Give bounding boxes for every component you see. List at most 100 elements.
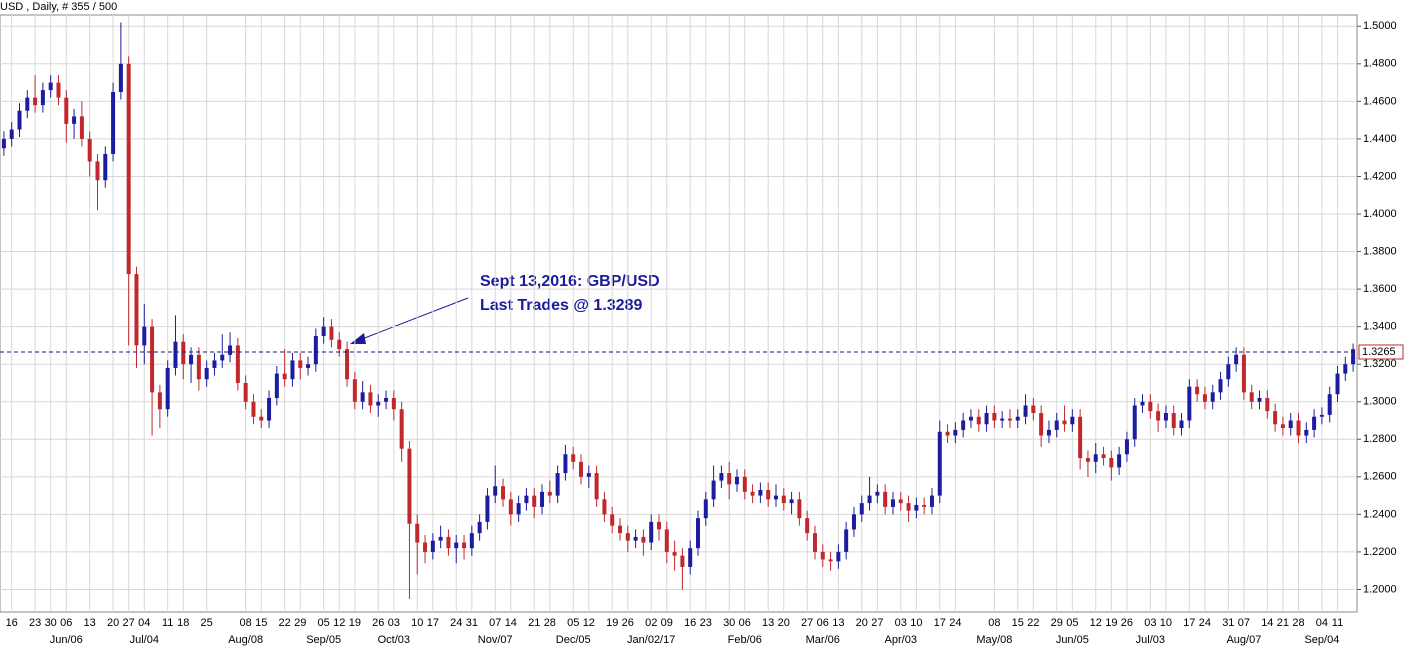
candle-body <box>719 473 724 481</box>
candle-body <box>961 420 966 430</box>
x-tick-label: 03 <box>1144 617 1156 629</box>
candle-body <box>1187 386 1192 421</box>
candle-body <box>914 504 919 511</box>
candle-body <box>1000 418 1005 421</box>
x-tick-label: 05 <box>318 617 330 629</box>
x-tick-label: 24 <box>1199 617 1211 629</box>
x-tick-label: 06 <box>739 617 751 629</box>
candle-body <box>446 536 451 549</box>
candle-body <box>1023 405 1028 417</box>
candle-body <box>734 476 739 485</box>
candle-body <box>235 345 240 383</box>
y-tick-label: 1.2600 <box>1363 471 1397 483</box>
candle-body <box>1202 394 1207 402</box>
x-tick-label: 20 <box>107 617 119 629</box>
x-tick-label: 10 <box>910 617 922 629</box>
candle-body <box>1 138 6 149</box>
candle-body <box>79 116 84 139</box>
candle-body <box>1335 373 1340 395</box>
x-tick-label: 13 <box>84 617 96 629</box>
y-tick-label: 1.4800 <box>1363 58 1397 70</box>
candle-body <box>657 521 662 530</box>
candle-body <box>516 503 521 515</box>
candle-body <box>173 341 178 368</box>
x-month-label: Dec/05 <box>556 634 591 646</box>
candle-body <box>87 138 92 162</box>
candle-body <box>376 401 381 406</box>
candle-body <box>1148 401 1153 412</box>
candle-body <box>695 518 700 549</box>
candle-body <box>1218 379 1223 393</box>
candle-body <box>329 326 334 340</box>
y-tick-label: 1.3400 <box>1363 321 1397 333</box>
candle-body <box>922 504 927 507</box>
candle-body <box>758 489 763 496</box>
x-tick-label: 22 <box>279 617 291 629</box>
x-tick-label: 05 <box>567 617 579 629</box>
candle-body <box>48 82 53 91</box>
x-tick-label: 15 <box>255 617 267 629</box>
candle-body <box>984 413 989 425</box>
candle-body <box>618 525 623 534</box>
candle-body <box>1195 386 1200 395</box>
candle-body <box>306 364 311 368</box>
candle-body <box>1343 364 1348 374</box>
candle-body <box>407 448 412 524</box>
candle-body <box>602 499 607 515</box>
candle-body <box>844 529 849 552</box>
candle-body <box>298 360 303 368</box>
candle-body <box>1288 420 1293 429</box>
candle-body <box>547 491 552 496</box>
candle-body <box>579 461 584 477</box>
x-tick-label: 06 <box>817 617 829 629</box>
x-tick-label: 04 <box>138 617 150 629</box>
candle-body <box>103 153 108 181</box>
x-tick-label: 08 <box>240 617 252 629</box>
candle-body <box>540 491 545 507</box>
candle-body <box>40 90 45 106</box>
candle-body <box>906 503 911 511</box>
y-tick-label: 1.2800 <box>1363 433 1397 445</box>
x-tick-label: 11 <box>162 617 173 629</box>
candle-body <box>1109 458 1114 468</box>
x-tick-label: 03 <box>895 617 907 629</box>
candle-body <box>820 551 825 560</box>
x-tick-label: 10 <box>411 617 423 629</box>
candle-body <box>1249 392 1254 402</box>
candle-body <box>165 367 170 410</box>
candle-body <box>633 536 638 541</box>
candle-body <box>610 514 615 526</box>
candle-body <box>1241 354 1246 393</box>
candle-body <box>469 533 474 549</box>
x-tick-label: 27 <box>123 617 135 629</box>
x-tick-label: 15 <box>1012 617 1024 629</box>
x-month-label: Aug/07 <box>1226 634 1261 646</box>
grid-layer <box>0 15 1357 612</box>
candle-body <box>56 82 61 98</box>
candle-body <box>766 489 771 500</box>
y-tick-label: 1.4600 <box>1363 95 1397 107</box>
candle-body <box>251 401 256 417</box>
candle-body <box>1327 394 1332 415</box>
candle-body <box>867 495 872 504</box>
x-tick-label: 30 <box>723 617 735 629</box>
x-tick-label: 16 <box>6 617 18 629</box>
candle-body <box>851 514 856 530</box>
candle-body <box>64 97 69 124</box>
x-tick-label: 06 <box>60 617 72 629</box>
x-month-label: Sep/05 <box>306 634 341 646</box>
candle-body <box>17 110 22 130</box>
x-tick-label: 28 <box>1292 617 1304 629</box>
candle-body <box>1312 416 1317 430</box>
candle-body <box>594 473 599 500</box>
candle-body <box>391 397 396 410</box>
candle-body <box>150 326 155 393</box>
candle-body <box>742 476 747 492</box>
candle-body <box>1296 420 1301 436</box>
candle-body <box>345 349 350 380</box>
y-tick-label: 1.2000 <box>1363 583 1397 595</box>
x-tick-label: 23 <box>700 617 712 629</box>
x-tick-label: 10 <box>1160 617 1172 629</box>
candle-body <box>532 495 537 507</box>
candle-body <box>812 533 817 552</box>
